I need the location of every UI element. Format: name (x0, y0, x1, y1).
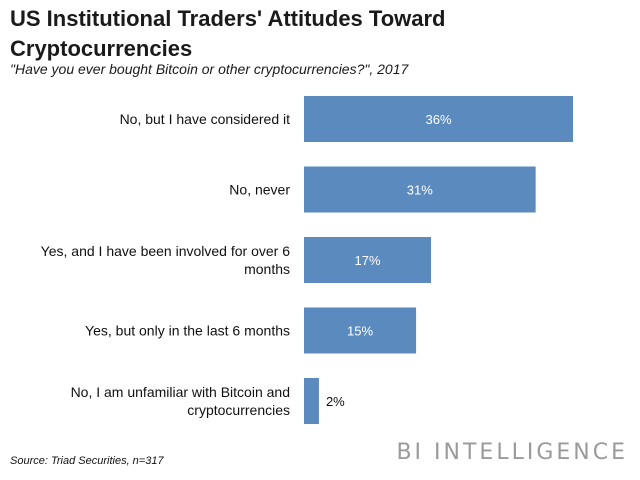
bar-2 (304, 237, 432, 283)
value-label-0: 36% (425, 112, 451, 127)
brand-logo: BI INTELLIGENCE (396, 440, 628, 465)
category-label-1: No, never (229, 182, 290, 198)
value-label-2: 17% (354, 253, 380, 268)
category-label-4: No, I am unfamiliar with Bitcoin and cryp… (71, 384, 290, 418)
value-label-4: 2% (326, 394, 345, 409)
chart-title: US Institutional Traders' Attitudes Towa… (10, 6, 446, 61)
category-label-3: Yes, but only in the last 6 months (85, 323, 290, 339)
chart-subtitle: "Have you ever bought Bitcoin or other c… (10, 61, 409, 77)
value-label-1: 31% (407, 183, 433, 198)
bar-0 (304, 96, 573, 142)
bar-4 (304, 378, 319, 424)
category-label-0: No, but I have considered it (120, 111, 291, 127)
bar-3 (304, 307, 417, 354)
value-label-3: 15% (347, 324, 373, 339)
source-note: Source: Triad Securities, n=317 (10, 455, 164, 467)
bar-chart: 36% No, but I have considered it 31% No, ne… (41, 96, 573, 424)
bar-1 (304, 166, 536, 213)
category-label-2: Yes, and I have been involved for over 6… (41, 243, 291, 277)
